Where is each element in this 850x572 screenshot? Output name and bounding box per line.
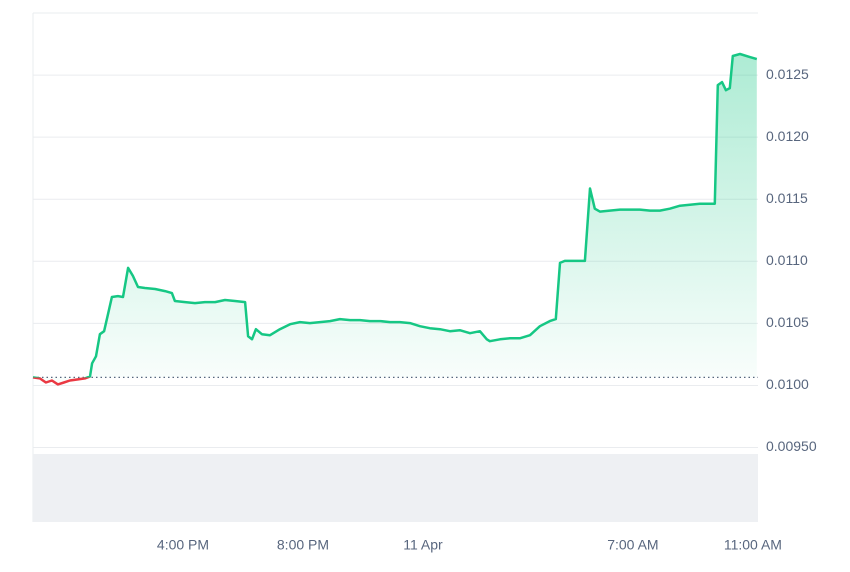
y-tick-label: 0.0120 [766,128,809,144]
x-tick-label: 11 Apr [403,537,443,553]
y-tick-label: 0.0105 [766,314,809,330]
volume-panel [33,454,758,522]
y-tick-label: 0.0110 [766,252,808,268]
y-tick-label: 0.0115 [766,190,808,206]
area [33,54,757,385]
y-tick-label: 0.0100 [766,376,809,392]
y-tick-label: 0.00950 [766,438,817,454]
price-line [32,52,758,386]
y-tick-label: 0.0125 [766,66,809,82]
x-tick-label: 11:00 AM [724,537,782,553]
x-tick-label: 7:00 AM [607,537,658,553]
x-tick-label: 4:00 PM [157,537,209,553]
x-tick-label: 8:00 PM [277,537,329,553]
